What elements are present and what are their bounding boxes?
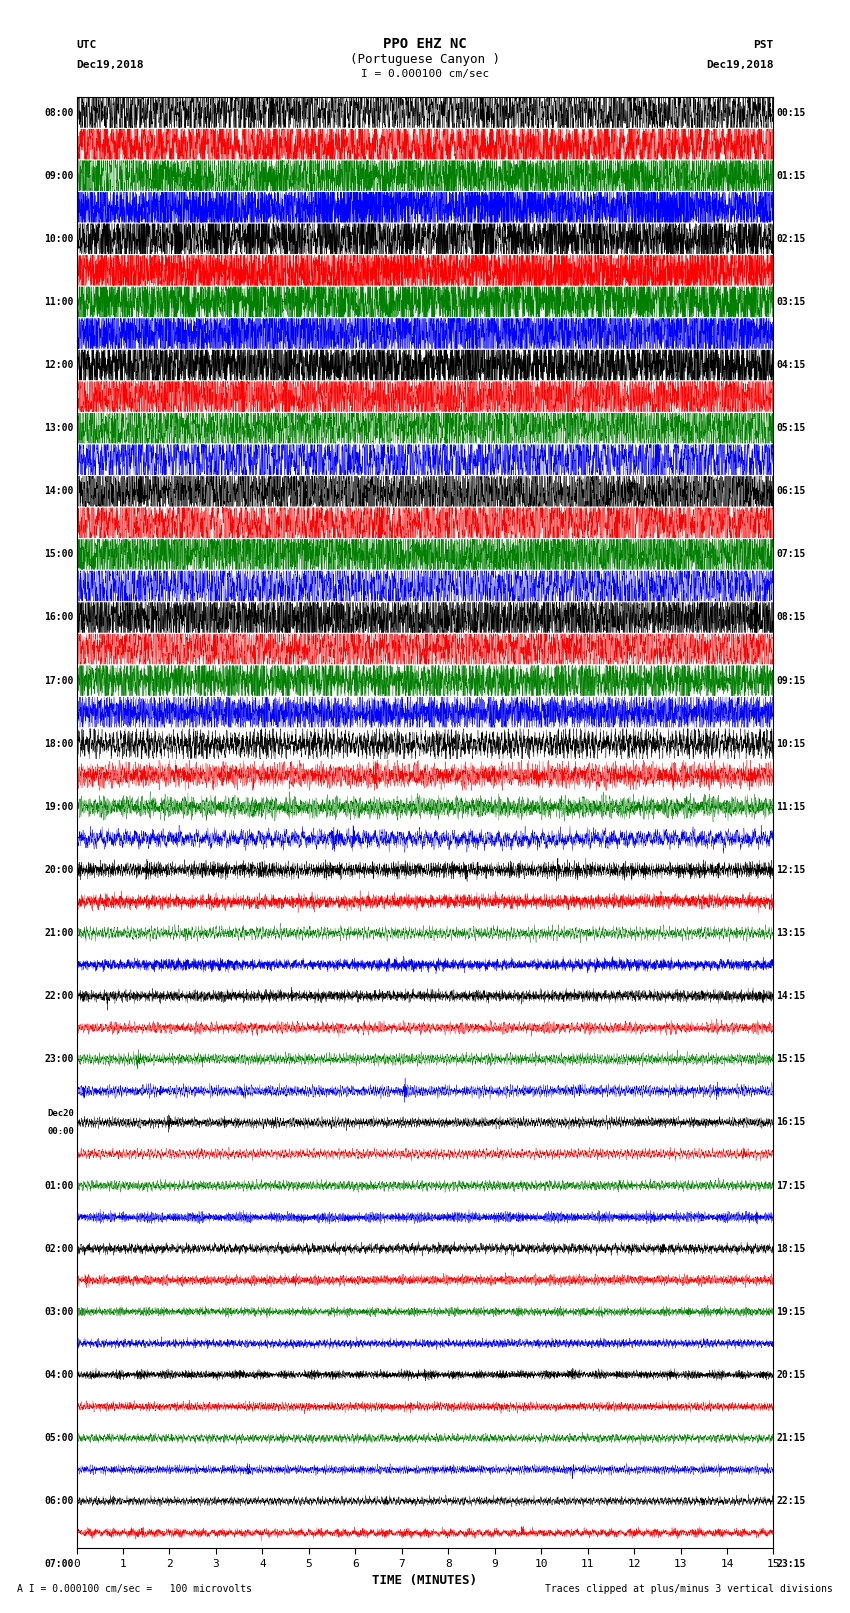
Text: Dec20: Dec20 (47, 1108, 74, 1118)
Text: PPO EHZ NC: PPO EHZ NC (383, 37, 467, 52)
Text: 18:15: 18:15 (776, 1244, 806, 1253)
Text: Traces clipped at plus/minus 3 vertical divisions: Traces clipped at plus/minus 3 vertical … (545, 1584, 833, 1594)
Text: Dec19,2018: Dec19,2018 (706, 60, 774, 69)
Text: 07:00: 07:00 (44, 1560, 74, 1569)
Text: 22:15: 22:15 (776, 1497, 806, 1507)
Text: 13:15: 13:15 (776, 927, 806, 939)
Text: 05:00: 05:00 (44, 1432, 74, 1444)
Text: 23:00: 23:00 (44, 1055, 74, 1065)
Text: 01:15: 01:15 (776, 171, 806, 181)
Text: 12:15: 12:15 (776, 865, 806, 874)
Text: 09:15: 09:15 (776, 676, 806, 686)
Text: 11:15: 11:15 (776, 802, 806, 811)
Text: 21:00: 21:00 (44, 927, 74, 939)
Text: 14:15: 14:15 (776, 992, 806, 1002)
Text: 10:00: 10:00 (44, 234, 74, 244)
Text: 08:15: 08:15 (776, 613, 806, 623)
Text: 02:00: 02:00 (44, 1244, 74, 1253)
Text: 00:00: 00:00 (47, 1127, 74, 1136)
Text: 06:15: 06:15 (776, 486, 806, 497)
Text: 04:00: 04:00 (44, 1369, 74, 1379)
Text: 08:00: 08:00 (44, 108, 74, 118)
Text: 20:00: 20:00 (44, 865, 74, 874)
Text: 05:15: 05:15 (776, 423, 806, 434)
Text: A I = 0.000100 cm/sec =   100 microvolts: A I = 0.000100 cm/sec = 100 microvolts (17, 1584, 252, 1594)
Text: Dec19,2018: Dec19,2018 (76, 60, 144, 69)
Text: 14:00: 14:00 (44, 486, 74, 497)
Text: 19:15: 19:15 (776, 1307, 806, 1316)
Text: 16:00: 16:00 (44, 613, 74, 623)
Text: 10:15: 10:15 (776, 739, 806, 748)
Text: 15:00: 15:00 (44, 550, 74, 560)
Text: 12:00: 12:00 (44, 360, 74, 369)
Text: 15:15: 15:15 (776, 1055, 806, 1065)
Text: 03:00: 03:00 (44, 1307, 74, 1316)
Text: 06:00: 06:00 (44, 1497, 74, 1507)
Text: I = 0.000100 cm/sec: I = 0.000100 cm/sec (361, 69, 489, 79)
Text: PST: PST (753, 40, 774, 50)
Text: 03:15: 03:15 (776, 297, 806, 306)
Text: 07:15: 07:15 (776, 550, 806, 560)
Text: 04:15: 04:15 (776, 360, 806, 369)
Text: 23:15: 23:15 (776, 1560, 806, 1569)
Text: 22:00: 22:00 (44, 992, 74, 1002)
Text: 16:15: 16:15 (776, 1118, 806, 1127)
Text: 21:15: 21:15 (776, 1432, 806, 1444)
Text: 09:00: 09:00 (44, 171, 74, 181)
Text: 19:00: 19:00 (44, 802, 74, 811)
Text: 02:15: 02:15 (776, 234, 806, 244)
Text: 20:15: 20:15 (776, 1369, 806, 1379)
Text: (Portuguese Canyon ): (Portuguese Canyon ) (350, 53, 500, 66)
Text: 17:15: 17:15 (776, 1181, 806, 1190)
Text: 01:00: 01:00 (44, 1181, 74, 1190)
Text: UTC: UTC (76, 40, 97, 50)
Text: 13:00: 13:00 (44, 423, 74, 434)
X-axis label: TIME (MINUTES): TIME (MINUTES) (372, 1574, 478, 1587)
Text: 18:00: 18:00 (44, 739, 74, 748)
Text: 00:15: 00:15 (776, 108, 806, 118)
Text: 11:00: 11:00 (44, 297, 74, 306)
Text: 17:00: 17:00 (44, 676, 74, 686)
